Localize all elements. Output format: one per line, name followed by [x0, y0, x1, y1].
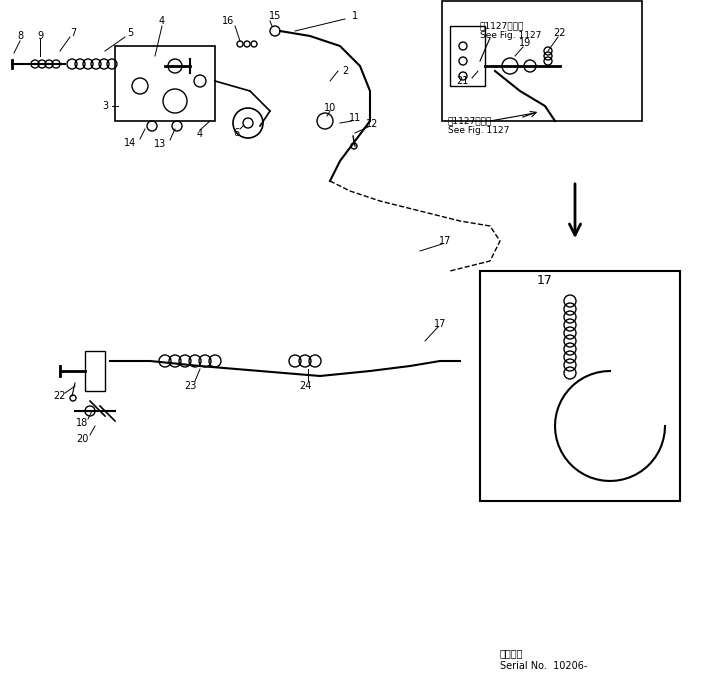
Text: 3: 3 — [102, 101, 108, 111]
Text: 19: 19 — [519, 38, 531, 48]
Text: 17: 17 — [439, 236, 451, 246]
Text: 5: 5 — [127, 28, 133, 38]
Text: 22: 22 — [54, 391, 66, 401]
Text: 17: 17 — [537, 274, 553, 287]
Text: 4: 4 — [197, 129, 203, 139]
Text: 14: 14 — [124, 138, 136, 148]
Text: 21: 21 — [456, 76, 468, 86]
Text: 11: 11 — [349, 113, 361, 123]
Bar — [442, 1, 642, 121]
Bar — [115, 46, 215, 121]
Text: 1: 1 — [352, 11, 358, 21]
Text: 12: 12 — [366, 119, 378, 129]
Text: 22: 22 — [554, 28, 566, 38]
Text: 4: 4 — [159, 16, 165, 26]
Text: 10: 10 — [324, 103, 336, 113]
Text: 2: 2 — [342, 66, 348, 76]
Text: 6: 6 — [233, 128, 239, 138]
Text: 17: 17 — [434, 319, 446, 329]
Text: 通用号数: 通用号数 — [500, 648, 523, 658]
Text: 24: 24 — [299, 381, 311, 391]
Text: 20: 20 — [76, 434, 89, 444]
Text: 15: 15 — [268, 11, 281, 21]
Text: 第1127図参照
See Fig. 1127: 第1127図参照 See Fig. 1127 — [448, 116, 509, 136]
Text: 13: 13 — [154, 139, 166, 149]
Text: 9: 9 — [37, 31, 43, 41]
Text: 23: 23 — [183, 381, 196, 391]
Text: 第1127図参照
See Fig. 1127: 第1127図参照 See Fig. 1127 — [480, 21, 541, 40]
Bar — [480, 271, 680, 501]
Text: 16: 16 — [222, 16, 234, 26]
Text: 8: 8 — [17, 31, 23, 41]
Text: Serial No.  10206-: Serial No. 10206- — [500, 661, 588, 671]
Bar — [85, 351, 105, 391]
Text: 7: 7 — [70, 28, 76, 38]
Text: 18: 18 — [76, 418, 88, 428]
Bar — [450, 26, 485, 86]
